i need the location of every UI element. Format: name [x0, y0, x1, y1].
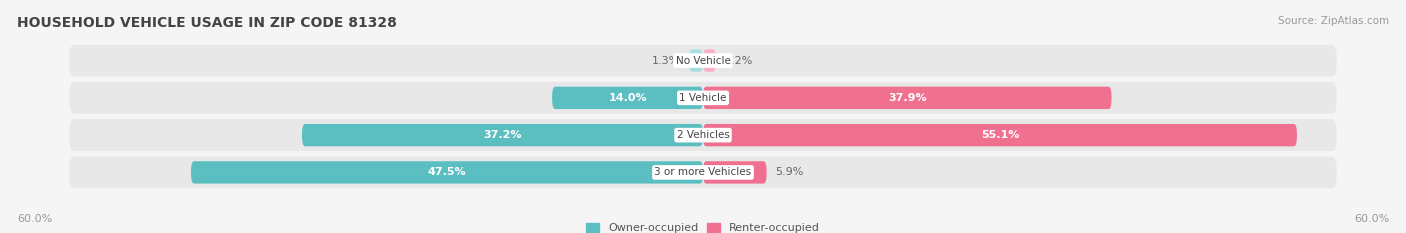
FancyBboxPatch shape — [703, 124, 1296, 146]
Text: 1 Vehicle: 1 Vehicle — [679, 93, 727, 103]
FancyBboxPatch shape — [553, 87, 703, 109]
Text: 37.9%: 37.9% — [889, 93, 927, 103]
Text: Source: ZipAtlas.com: Source: ZipAtlas.com — [1278, 16, 1389, 26]
Text: 47.5%: 47.5% — [427, 168, 467, 177]
FancyBboxPatch shape — [703, 49, 716, 72]
FancyBboxPatch shape — [302, 124, 703, 146]
Text: 2 Vehicles: 2 Vehicles — [676, 130, 730, 140]
Text: No Vehicle: No Vehicle — [675, 56, 731, 65]
FancyBboxPatch shape — [69, 119, 1337, 151]
Text: 1.2%: 1.2% — [724, 56, 754, 65]
Text: 14.0%: 14.0% — [609, 93, 647, 103]
FancyBboxPatch shape — [69, 157, 1337, 188]
Text: HOUSEHOLD VEHICLE USAGE IN ZIP CODE 81328: HOUSEHOLD VEHICLE USAGE IN ZIP CODE 8132… — [17, 16, 396, 30]
FancyBboxPatch shape — [689, 49, 703, 72]
Text: 5.9%: 5.9% — [775, 168, 804, 177]
Text: 55.1%: 55.1% — [981, 130, 1019, 140]
Text: 60.0%: 60.0% — [1354, 214, 1389, 224]
FancyBboxPatch shape — [703, 87, 1112, 109]
Text: 60.0%: 60.0% — [17, 214, 52, 224]
Legend: Owner-occupied, Renter-occupied: Owner-occupied, Renter-occupied — [586, 223, 820, 233]
FancyBboxPatch shape — [191, 161, 703, 184]
Text: 3 or more Vehicles: 3 or more Vehicles — [654, 168, 752, 177]
FancyBboxPatch shape — [703, 161, 766, 184]
Text: 1.3%: 1.3% — [652, 56, 681, 65]
FancyBboxPatch shape — [69, 45, 1337, 76]
FancyBboxPatch shape — [69, 82, 1337, 114]
Text: 37.2%: 37.2% — [484, 130, 522, 140]
